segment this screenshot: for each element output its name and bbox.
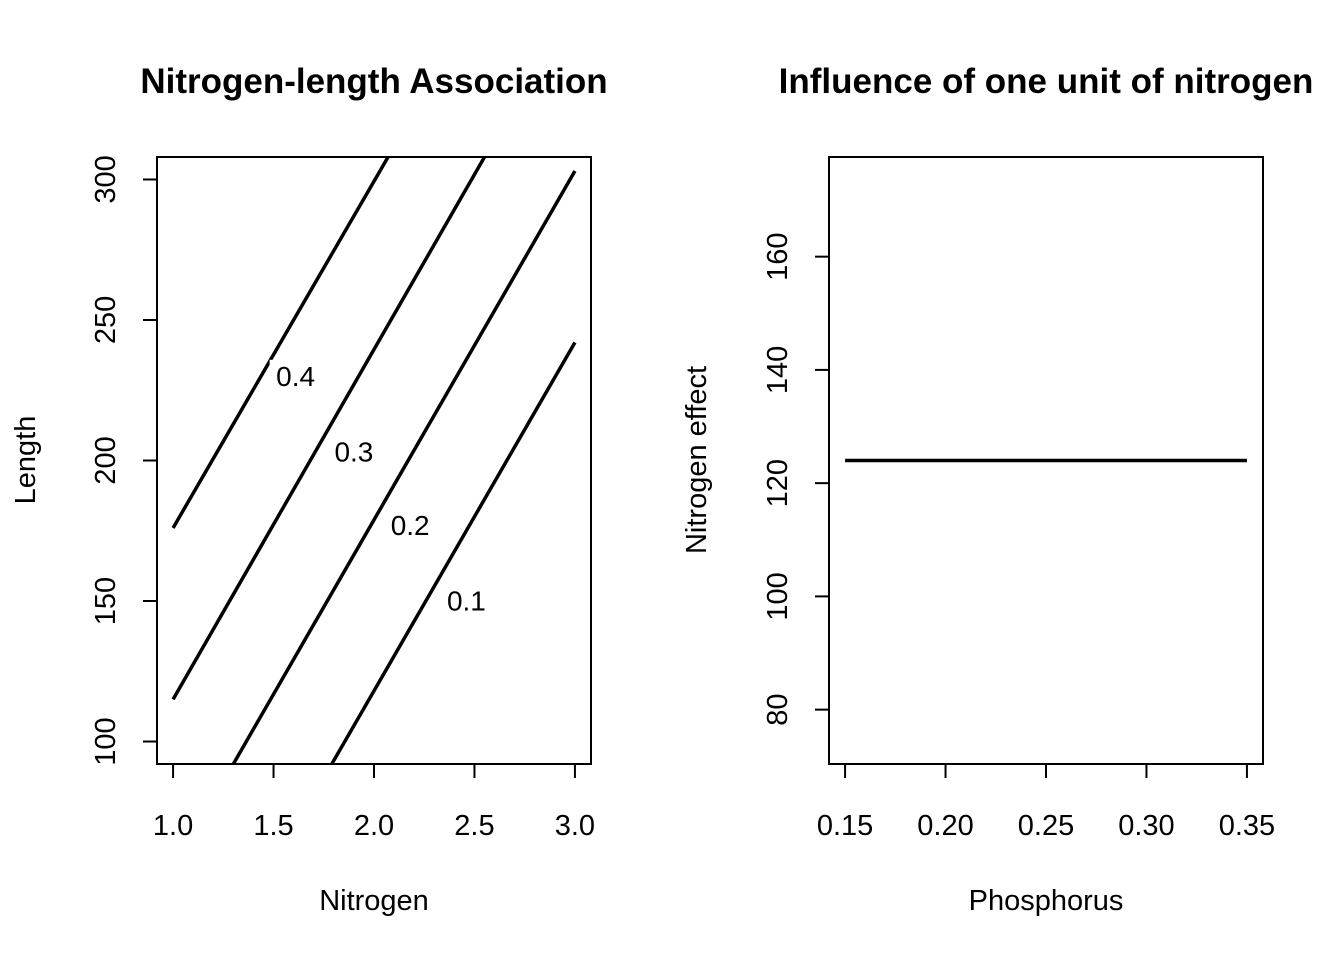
contour-x-tick-label: 1.5: [253, 810, 293, 842]
contour-label: 0.1: [447, 586, 486, 617]
contour-label-background: [269, 359, 322, 392]
effect-x-tick-label: 0.15: [817, 810, 873, 842]
contour-x-axis: 1.0 1.5 2.0 2.5 3.0: [153, 763, 595, 842]
contour-label: 0.2: [391, 510, 430, 541]
effect-x-tick-label: 0.35: [1219, 810, 1275, 842]
effect-y-tick-label: 80: [762, 694, 794, 726]
effect-x-tick-label: 0.20: [917, 810, 973, 842]
contour-label: 0.3: [334, 437, 373, 468]
contour-x-tick-label: 1.0: [153, 810, 193, 842]
contour-x-tick-label: 2.5: [454, 810, 494, 842]
effect-y-tick-label: 140: [762, 346, 794, 394]
contour-x-tick-label: 3.0: [555, 810, 595, 842]
contour-panel: Nitrogen-length Association 1.0 1.5 2.0 2.5…: [10, 62, 608, 917]
contour-label-background: [384, 508, 437, 541]
contour-line-0.4: [171, 156, 390, 529]
contour-y-axis-label: Length: [10, 416, 42, 505]
effect-y-tick-label: 120: [762, 459, 794, 507]
contour-label-background: [440, 584, 493, 617]
contour-line-0.1: [330, 341, 577, 765]
effect-x-tick-label: 0.30: [1118, 810, 1174, 842]
effect-x-axis: 0.15 0.20 0.25 0.30 0.35: [817, 763, 1275, 842]
effect-chart-title: Influence of one unit of nitrogen: [779, 62, 1314, 101]
effect-y-tick-label: 160: [762, 232, 794, 280]
contour-label: 0.4: [276, 361, 315, 392]
contour-lines: 0.4 0.3 0.2 0.1: [171, 156, 577, 765]
contour-line-0.2: [231, 170, 577, 765]
effect-panel: Influence of one unit of nitrogen 0.15 0.…: [681, 62, 1313, 917]
effect-x-axis-label: Phosphorus: [969, 885, 1124, 917]
contour-y-tick-label: 250: [90, 296, 122, 344]
effect-x-tick-label: 0.25: [1018, 810, 1074, 842]
effect-y-axis-label: Nitrogen effect: [681, 366, 713, 554]
contour-y-tick-label: 150: [90, 577, 122, 625]
contour-x-tick-label: 2.0: [354, 810, 394, 842]
contour-label-background: [327, 435, 380, 468]
contour-y-tick-label: 300: [90, 155, 122, 203]
effect-y-tick-label: 100: [762, 572, 794, 620]
contour-y-tick-label: 100: [90, 717, 122, 765]
contour-chart-title: Nitrogen-length Association: [140, 62, 607, 101]
contour-x-axis-label: Nitrogen: [319, 885, 429, 917]
contour-y-tick-label: 200: [90, 436, 122, 484]
contour-line-0.3: [171, 156, 487, 701]
effect-y-axis: 80 100 120 140 160: [762, 232, 830, 726]
contour-y-axis: 100 150 200 250 300: [90, 155, 158, 766]
